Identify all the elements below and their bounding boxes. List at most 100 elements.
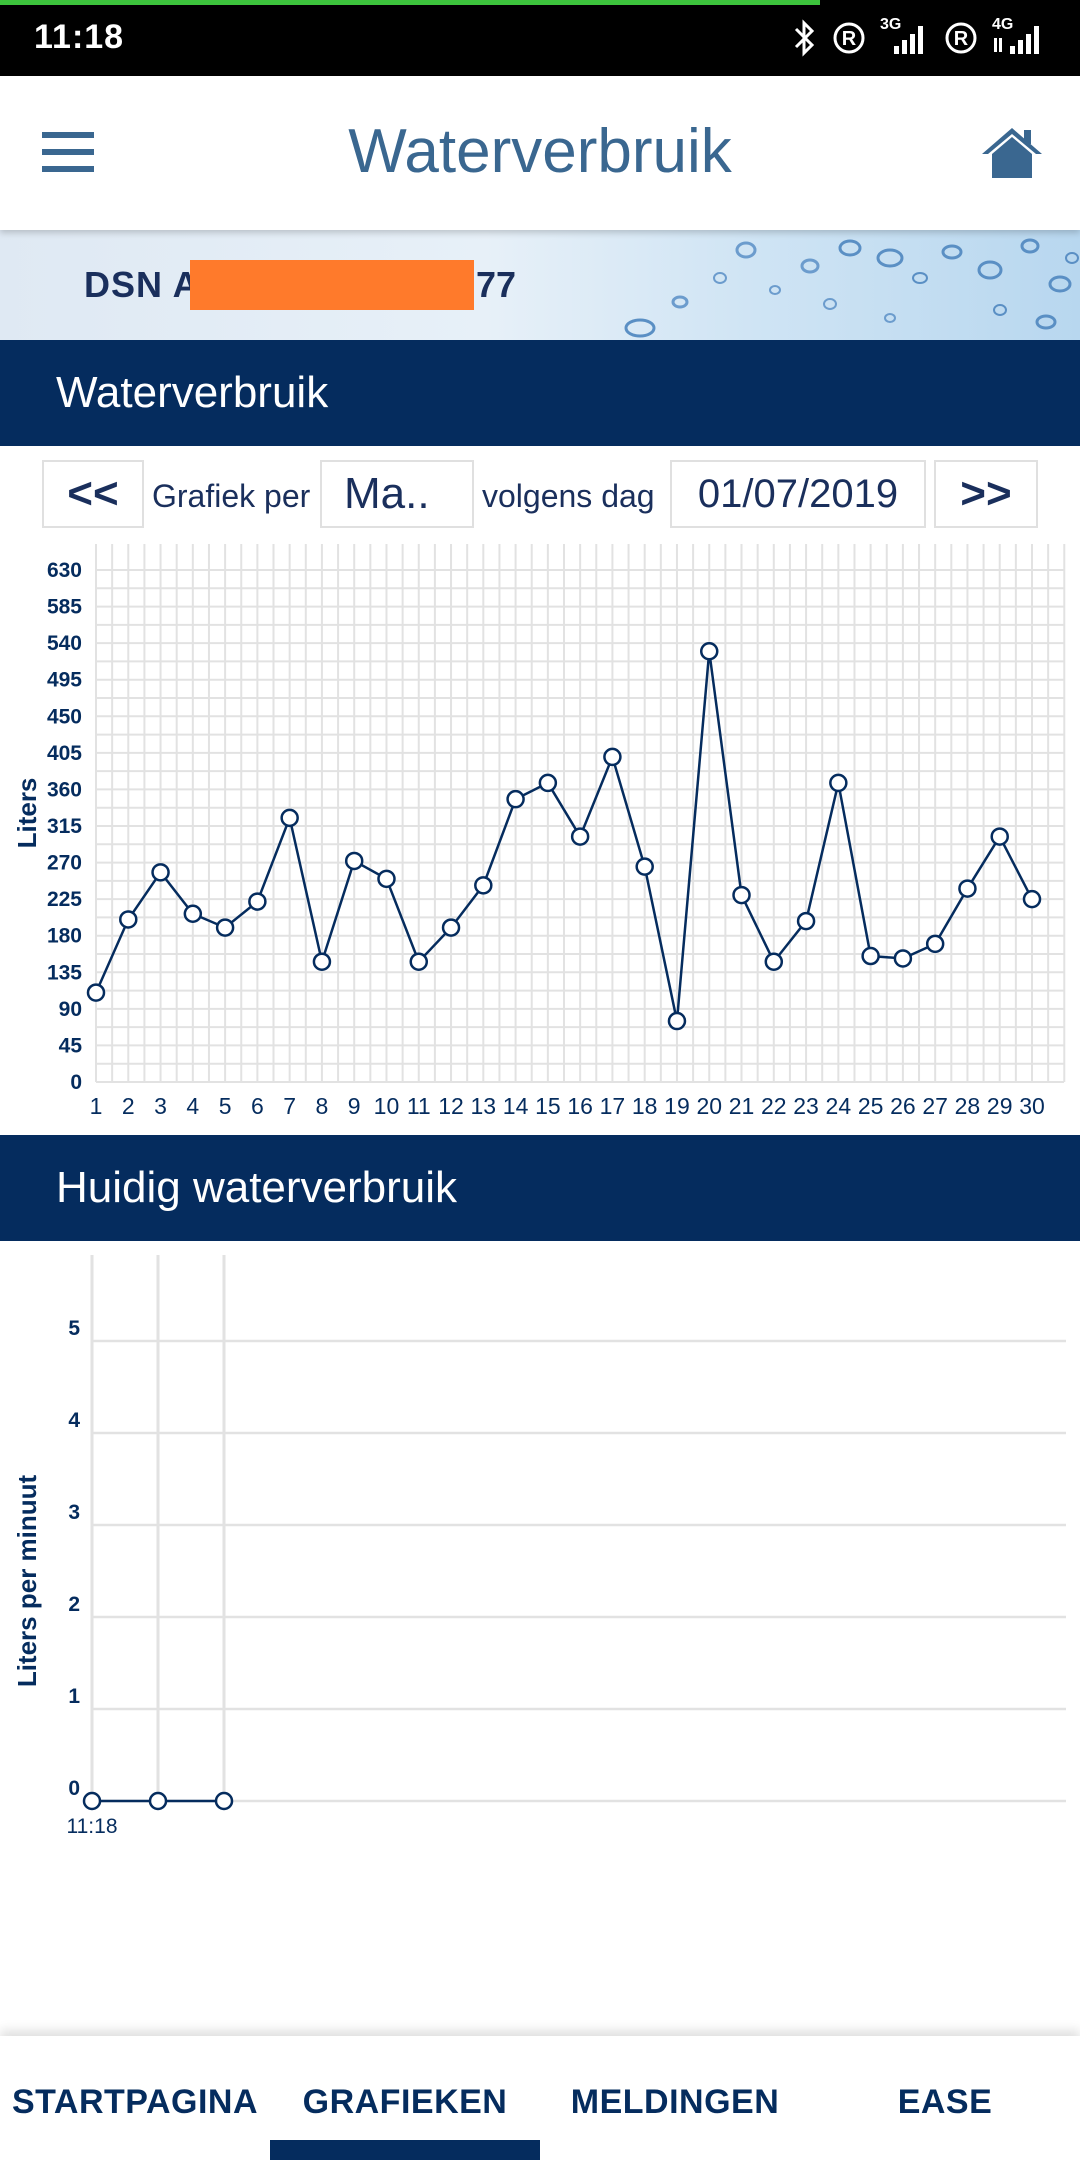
y-tick-label: 540	[47, 632, 82, 655]
graph-per-label: Grafiek per	[152, 478, 311, 514]
x-tick-label: 14	[503, 1093, 529, 1119]
data-point	[990, 827, 1009, 846]
data-point	[925, 934, 945, 954]
data-point	[344, 851, 364, 871]
period-select[interactable]: Ma..	[320, 460, 474, 528]
x-tick-label: 22	[761, 1093, 787, 1119]
x-tick-label: 30	[1019, 1093, 1045, 1119]
x-tick-label: 3	[154, 1093, 167, 1119]
svg-text:R: R	[954, 28, 969, 50]
data-point	[764, 952, 784, 971]
meter-id-suffix: 77	[476, 264, 517, 305]
x-tick-label: 16	[567, 1093, 593, 1119]
hamburger-menu-icon[interactable]	[40, 128, 96, 176]
page-load-progress	[0, 0, 820, 5]
x-tick-label: 11:18	[67, 1815, 118, 1838]
x-tick-label: 11	[407, 1093, 431, 1119]
y-tick-label: 0	[70, 1071, 82, 1094]
x-tick-label: 17	[600, 1093, 626, 1119]
y-tick-label: 0	[68, 1777, 80, 1800]
data-point	[893, 949, 913, 968]
svg-text:R: R	[842, 28, 857, 50]
y-tick-label: 585	[47, 596, 82, 619]
active-tab-indicator	[270, 2140, 540, 2160]
network-type-label: 4G	[992, 16, 1014, 33]
x-tick-label: 25	[858, 1093, 884, 1119]
x-tick-label: 4	[186, 1093, 199, 1119]
data-point	[958, 879, 977, 898]
signal-4g-icon: 4G	[992, 16, 1046, 58]
data-point	[603, 747, 622, 767]
data-point	[570, 827, 590, 846]
y-tick-label: 450	[47, 705, 82, 728]
registered-icon: R	[945, 22, 977, 54]
data-point	[796, 911, 816, 931]
y-tick-label: 405	[47, 742, 82, 765]
data-point	[280, 808, 299, 828]
signal-3g-icon: 3G	[880, 16, 930, 58]
data-point	[377, 869, 396, 889]
x-tick-label: 23	[793, 1093, 819, 1119]
previous-period-button[interactable]: <<	[42, 460, 144, 528]
nav-item-startpagina[interactable]: STARTPAGINA	[0, 2036, 270, 2160]
x-tick-label: 13	[471, 1093, 497, 1119]
x-tick-label: 20	[696, 1093, 722, 1119]
registered-icon: R	[833, 22, 865, 54]
meter-id-prefix: DSN A	[84, 264, 200, 305]
data-point	[441, 918, 461, 937]
y-tick-label: 135	[47, 961, 82, 984]
nav-item-ease[interactable]: EASE	[810, 2036, 1080, 2160]
y-tick-label: 360	[47, 778, 82, 801]
nav-item-grafieken[interactable]: GRAFIEKEN	[270, 2036, 540, 2160]
status-icons: R 3G R 4G	[792, 16, 1046, 60]
data-point	[214, 1791, 234, 1811]
x-tick-label: 5	[219, 1093, 232, 1119]
x-tick-label: 9	[348, 1093, 361, 1119]
bluetooth-icon	[794, 19, 815, 57]
y-tick-label: 315	[47, 815, 82, 838]
date-field[interactable]: 01/07/2019	[670, 460, 926, 528]
y-tick-label: 180	[47, 925, 82, 948]
data-point	[506, 789, 525, 809]
y-tick-label: 4	[68, 1409, 80, 1432]
data-point	[148, 1791, 168, 1811]
x-tick-label: 27	[922, 1093, 948, 1119]
page-title: Waterverbruik	[348, 117, 732, 186]
x-tick-label: 1	[90, 1093, 103, 1119]
data-point	[699, 642, 719, 661]
data-point	[312, 952, 332, 971]
usage-chart: 0 45 90 135 180 225 270 315 360 405 450 495 540 585 63…	[0, 536, 1080, 1136]
current-usage-chart: 0 1 2 3 4 5 Liters per minuut 11:18	[0, 1241, 1080, 1861]
network-type-label: 3G	[880, 16, 902, 33]
nav-item-meldingen[interactable]: MELDINGEN	[540, 2036, 810, 2160]
home-icon[interactable]	[980, 124, 1044, 180]
app-bar: Waterverbruik	[0, 76, 1080, 230]
data-point	[1022, 889, 1042, 909]
data-point	[667, 1011, 687, 1031]
data-point	[409, 952, 429, 971]
nav-label: GRAFIEKEN	[302, 2083, 508, 2121]
nav-label: MELDINGEN	[570, 2083, 780, 2121]
redaction-block	[190, 260, 474, 310]
x-tick-label: 10	[374, 1093, 400, 1119]
chart-controls: << Grafiek per Ma.. volgens dag 01/07/20…	[0, 446, 1080, 536]
status-time: 11:18	[34, 18, 125, 56]
data-point	[86, 983, 106, 1002]
x-tick-label: 29	[987, 1093, 1013, 1119]
y-tick-label: 270	[47, 852, 82, 875]
x-tick-label: 28	[955, 1093, 981, 1119]
current-usage-line-chart: 0 1 2 3 4 5 Liters per minuut 11:18	[12, 1255, 1066, 1838]
next-period-button[interactable]: >>	[934, 460, 1038, 528]
y-tick-label: 495	[47, 669, 82, 692]
y-tick-label: 3	[68, 1501, 80, 1524]
y-tick-label: 5	[68, 1317, 80, 1340]
x-tick-label: 26	[890, 1093, 916, 1119]
data-point	[215, 918, 235, 937]
nav-label: EASE	[897, 2083, 993, 2121]
data-point	[82, 1791, 102, 1811]
water-bubbles-decoration	[624, 238, 1079, 338]
y-tick-label: 1	[68, 1685, 80, 1708]
y-tick-label: 225	[47, 888, 82, 911]
y-tick-label: 90	[59, 998, 82, 1021]
by-day-label: volgens dag	[482, 478, 655, 514]
